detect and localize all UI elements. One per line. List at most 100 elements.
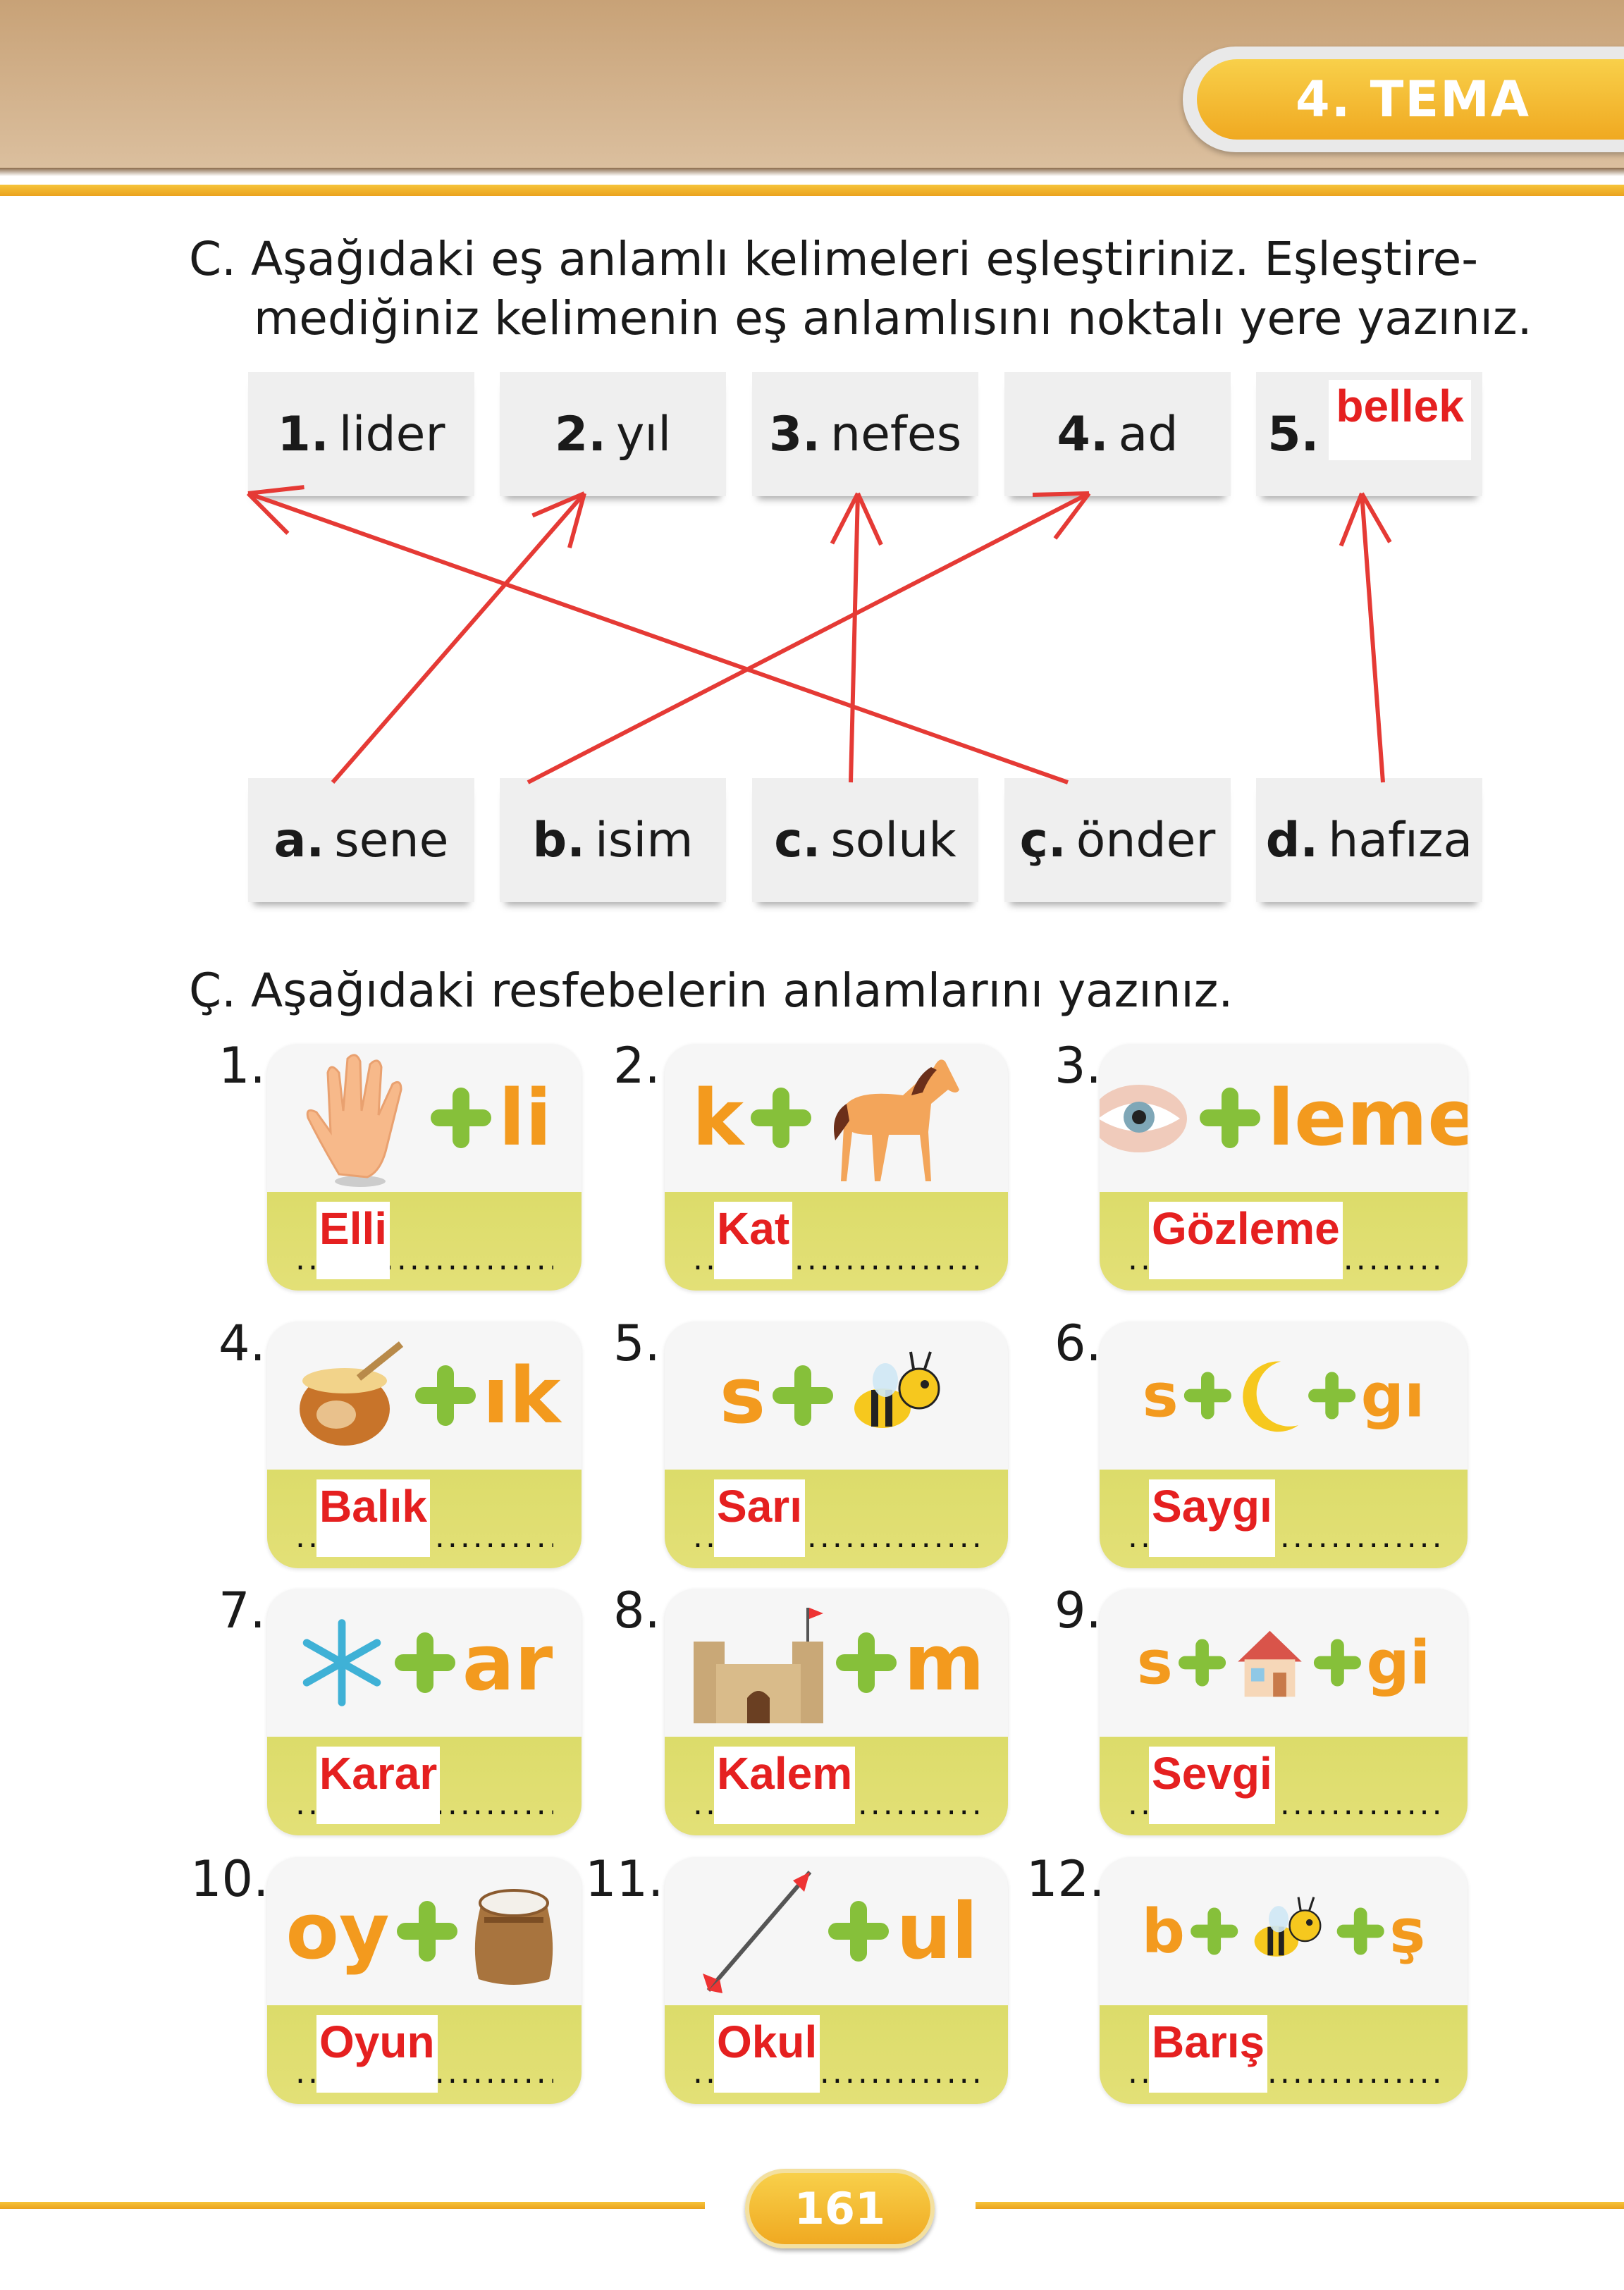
castle-icon: [688, 1599, 829, 1726]
answer-area: ........................................…: [267, 1192, 582, 1291]
section-c-title-line2: mediğiniz kelimenin eş anlamlısını nokta…: [254, 291, 1532, 345]
word-number: 3.: [768, 406, 820, 462]
footer-line-left: [0, 2202, 705, 2209]
plus-icon: [1190, 1907, 1238, 1955]
plus-icon: [1200, 1088, 1261, 1148]
answer-area: ........................................…: [267, 1470, 582, 1568]
word-text: ad: [1118, 406, 1179, 462]
plus-icon: [1178, 1639, 1226, 1687]
plus-icon: [414, 1365, 476, 1426]
word-text: soluk: [830, 812, 956, 868]
rebus-letters: s: [1142, 1360, 1179, 1431]
matching-arrows: [246, 485, 1392, 784]
arrowhead: [1360, 492, 1392, 543]
answer-area: ........................................…: [1100, 1737, 1468, 1835]
rebus-number: 4.: [219, 1315, 266, 1372]
rebus-number: 6.: [1054, 1315, 1102, 1372]
arrowhead: [1032, 491, 1090, 498]
footer-line-right: [976, 2202, 1624, 2209]
written-answer: Sevgi: [1149, 1747, 1275, 1824]
rebus-letters: m: [904, 1618, 985, 1708]
rebus-puzzle: oy: [267, 1857, 582, 2005]
written-answer: Karar: [316, 1747, 441, 1824]
plus-icon: [396, 1901, 457, 1962]
word-box-b: b. isim: [500, 778, 726, 902]
match-arrow-c-3: [849, 493, 860, 783]
written-answer: Saygı: [1149, 1479, 1275, 1557]
rebus-card-7: ar......................................…: [267, 1589, 582, 1835]
bee-icon: [840, 1346, 953, 1445]
honey-pot-icon: [288, 1336, 408, 1455]
word-box-d: d. hafıza: [1256, 778, 1482, 902]
rebus-puzzle: ar: [267, 1589, 582, 1737]
written-answer: Elli: [316, 1202, 390, 1279]
section-c-title: C. Aşağıdaki eş anlamlı kelimeleri eşleş…: [189, 230, 1532, 348]
word-number: 5.: [1267, 406, 1320, 462]
word-number: c.: [774, 812, 821, 868]
snowflake-icon: [296, 1617, 388, 1709]
rebus-number: 11.: [585, 1850, 664, 1908]
plus-icon: [1336, 1907, 1384, 1955]
written-answer: Sarı: [714, 1479, 805, 1557]
rebus-number: 7.: [219, 1582, 266, 1639]
rebus-letters: ar: [462, 1618, 553, 1708]
rebus-puzzle: li: [267, 1044, 582, 1192]
word-number: d.: [1265, 812, 1319, 868]
rebus-letters: ık: [482, 1350, 561, 1441]
arrowhead: [246, 491, 290, 535]
arrowhead: [531, 491, 586, 518]
flour-sack-icon: [465, 1875, 563, 1988]
header-shadow: [0, 168, 1624, 176]
rebus-letters: b: [1141, 1896, 1186, 1966]
rebus-card-3: leme....................................…: [1100, 1044, 1468, 1291]
word-text: hafıza: [1328, 812, 1473, 868]
written-answer: Gözleme: [1149, 1202, 1343, 1279]
word-text: önder: [1076, 812, 1216, 868]
word-number: 4.: [1057, 406, 1109, 462]
rebus-letters: ş: [1389, 1896, 1426, 1966]
header-divider: [0, 185, 1624, 196]
rebus-card-8: m.......................................…: [665, 1589, 1008, 1835]
rebus-number: 1.: [219, 1037, 266, 1095]
plus-icon: [431, 1088, 492, 1148]
horse-icon: [818, 1047, 980, 1188]
answer-area: ........................................…: [1100, 1470, 1468, 1568]
rebus-number: 9.: [1054, 1582, 1102, 1639]
word-number: ç.: [1019, 812, 1066, 868]
rebus-card-10: oy......................................…: [267, 1857, 582, 2104]
word-number: 2.: [554, 406, 607, 462]
moon-icon: [1236, 1357, 1303, 1434]
word-box-c: c. soluk: [752, 778, 978, 902]
plus-icon: [394, 1632, 455, 1693]
rebus-puzzle: m: [665, 1589, 1008, 1737]
section-cc-title: Ç. Aşağıdaki resfebelerin anlamlarını ya…: [189, 964, 1234, 1018]
rebus-letters: ul: [896, 1886, 978, 1976]
word-box-a: a. sene: [248, 778, 474, 902]
word-box-5: 5. bellek: [1256, 372, 1482, 496]
word-number: b.: [532, 812, 586, 868]
plus-icon: [836, 1632, 897, 1693]
rebus-card-9: s gi.....................................…: [1100, 1589, 1468, 1835]
word-number: a.: [273, 812, 325, 868]
plus-icon: [1183, 1372, 1231, 1420]
word-number: 1.: [277, 406, 329, 462]
hand-icon: [297, 1047, 424, 1188]
written-answer: Kalem: [714, 1747, 856, 1824]
written-answer: Barış: [1149, 2015, 1268, 2093]
rebus-number: 12.: [1026, 1850, 1105, 1908]
rebus-number: 10.: [190, 1850, 269, 1908]
plus-icon: [828, 1901, 890, 1962]
arrowhead: [830, 492, 860, 545]
written-answer: Okul: [714, 2015, 820, 2093]
rebus-puzzle: s: [665, 1322, 1008, 1470]
rebus-card-6: s gı.....................................…: [1100, 1322, 1468, 1568]
rebus-puzzle: s gi: [1137, 1605, 1430, 1720]
word-text: nefes: [830, 406, 962, 462]
arrow-icon: [694, 1861, 821, 2002]
written-answer: bellek: [1329, 380, 1471, 460]
word-text: isim: [595, 812, 694, 868]
word-box-1: 1. lider: [248, 372, 474, 496]
theme-label: 4. TEMA: [1296, 70, 1531, 128]
word-box-4: 4. ad: [1004, 372, 1231, 496]
